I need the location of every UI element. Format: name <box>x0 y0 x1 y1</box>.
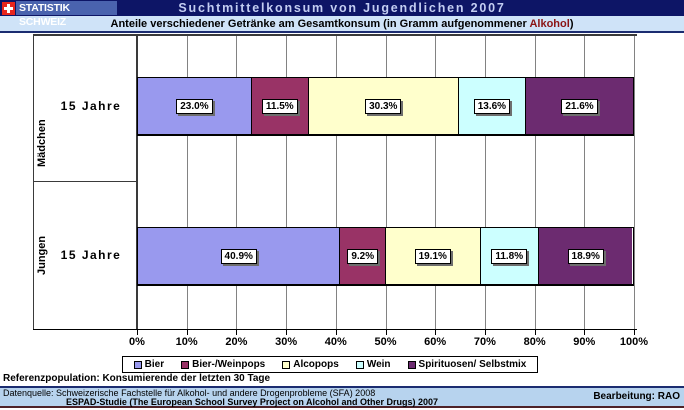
header-bar: Suchtmittelkonsum von Jugendlichen 2007 … <box>0 0 684 28</box>
gridline-0% <box>136 36 138 329</box>
subtitle-suffix: ) <box>569 18 574 30</box>
tick-label-100%: 100% <box>619 336 649 348</box>
stacked-bar-mädchen: 23.0% 11.5% 30.3% 13.6% 21.6% <box>137 77 634 136</box>
gridline-50% <box>385 36 387 329</box>
gridline-40% <box>335 36 337 329</box>
editor-credit: Bearbeitung: RAO <box>593 391 680 402</box>
group-label-maedchen-age: 15 Jahre <box>60 99 122 113</box>
tick-90% <box>584 330 586 335</box>
bar-segment-jungen-bier-weinpops: 9.2% <box>340 228 386 284</box>
data-source-line1: Datenquelle: Schweizerische Fachstelle f… <box>3 388 376 398</box>
legend-label: Bier-/Weinpops <box>192 359 266 370</box>
gridline-80% <box>534 36 536 329</box>
value-label: 30.3% <box>365 98 402 114</box>
value-label: 23.0% <box>176 98 213 114</box>
group-label-jungen-age: 15 Jahre <box>60 248 122 262</box>
value-label: 13.6% <box>473 98 511 114</box>
tick-label-80%: 80% <box>523 336 546 348</box>
gridline-10% <box>186 36 188 329</box>
tick-70% <box>484 330 486 335</box>
legend-item-alcopops: Alcopops <box>282 359 339 370</box>
tick-label-20%: 20% <box>225 336 248 348</box>
category-label-jungen: Jungen <box>36 235 48 275</box>
tick-label-50%: 50% <box>374 336 397 348</box>
stacked-bar-jungen: 40.9% 9.2% 19.1% 11.8% 18.9% <box>137 227 634 286</box>
x-axis-ticks <box>137 330 635 335</box>
legend-swatch-icon <box>181 360 190 369</box>
page-title: Suchtmittelkonsum von Jugendlichen 2007 <box>178 1 506 15</box>
value-label: 21.6% <box>561 98 598 114</box>
tick-label-10%: 10% <box>175 336 198 348</box>
legend-swatch-icon <box>355 360 364 369</box>
bar-segment-jungen-alcopops: 19.1% <box>385 228 481 284</box>
x-axis-tick-labels: 0% 10% 20% 30% 40% 50% 60% 70% 80% 90% 100% <box>129 336 648 350</box>
bar-segment-mädchen-bier: 23.0% <box>138 78 252 134</box>
gridline-30% <box>286 36 288 329</box>
tick-label-40%: 40% <box>324 336 347 348</box>
value-label: 19.1% <box>414 248 451 264</box>
footer-bar: Datenquelle: Schweizerische Fachstelle f… <box>0 386 684 408</box>
swiss-flag-icon <box>2 1 15 15</box>
bar-segment-jungen-bier: 40.9% <box>138 228 341 284</box>
legend-item-bier: Bier <box>133 359 165 370</box>
tick-label-60%: 60% <box>424 336 447 348</box>
statistik-schweiz-logo: STATISTIK SCHWEIZ <box>0 0 117 28</box>
tick-50% <box>385 330 387 335</box>
tick-label-70%: 70% <box>473 336 496 348</box>
bar-segment-mädchen-bier-weinpops: 11.5% <box>251 78 309 134</box>
reference-population-note: Referenzpopulation: Konsumierende der le… <box>0 373 684 386</box>
legend-swatch-icon <box>407 360 416 369</box>
tick-label-0%: 0% <box>129 336 145 348</box>
value-label: 18.9% <box>567 248 604 264</box>
tick-80% <box>534 330 536 335</box>
tick-label-90%: 90% <box>573 336 596 348</box>
legend-label: Wein <box>366 359 391 370</box>
legend-item-bier-weinpops: Bier-/Weinpops <box>181 359 265 370</box>
tick-60% <box>435 330 437 335</box>
bar-segment-mädchen-wein: 13.6% <box>458 78 527 134</box>
value-label: 11.8% <box>491 248 528 264</box>
gridline-90% <box>584 36 586 329</box>
tick-40% <box>335 330 337 335</box>
tick-30% <box>286 330 288 335</box>
legend-label: Spirituosen/ Selbstmix <box>418 359 527 370</box>
chart-region: Mädchen 15 Jahre Jungen 15 Jahre 23.0% 11… <box>0 33 684 373</box>
legend-label: Bier <box>144 359 165 370</box>
gridline-60% <box>435 36 437 329</box>
logo-text: STATISTIK SCHWEIZ <box>16 1 117 28</box>
gridline-100% <box>634 36 635 329</box>
tick-20% <box>236 330 238 335</box>
chart-frame-top <box>33 34 637 36</box>
y-axis-line <box>33 34 34 330</box>
tick-100% <box>634 330 635 335</box>
chart-legend: Bier Bier-/Weinpops Alcopops Wein Spirituose… <box>122 356 538 373</box>
bar-segment-mädchen-alcopops: 30.3% <box>308 78 459 134</box>
gridline-70% <box>484 36 486 329</box>
plot-area: 23.0% 11.5% 30.3% 13.6% 21.6% 40.9% 9.2% 19.1% 1… <box>136 36 635 329</box>
tick-label-30%: 30% <box>275 336 298 348</box>
legend-label: Alcopops <box>293 359 339 370</box>
value-label: 40.9% <box>220 248 257 264</box>
legend-swatch-icon <box>282 360 291 369</box>
legend-swatch-icon <box>133 360 142 369</box>
legend-item-spirituosen-selbstmix: Spirituosen/ Selbstmix <box>407 359 527 370</box>
bar-segment-mädchen-spirituosen-selbstmix: 21.6% <box>526 78 633 134</box>
subtitle-highlight: Alkohol <box>529 18 570 30</box>
tick-0% <box>137 330 138 335</box>
subtitle-prefix: Anteile verschiedener Getränke am Gesamt… <box>110 18 530 30</box>
chart-subtitle: Anteile verschiedener Getränke am Gesamt… <box>0 16 684 33</box>
legend-item-wein: Wein <box>355 359 391 370</box>
category-label-maedchen: Mädchen <box>36 119 48 167</box>
bar-segment-jungen-wein: 11.8% <box>480 228 539 284</box>
gridline-20% <box>236 36 238 329</box>
x-axis-line <box>33 329 637 330</box>
category-separator-line <box>33 181 137 182</box>
value-label: 11.5% <box>261 98 298 114</box>
bar-segment-jungen-spirituosen-selbstmix: 18.9% <box>538 228 633 284</box>
tick-10% <box>186 330 188 335</box>
data-source-line2: ESPAD-Studie (The European School Survey… <box>66 397 439 407</box>
value-label: 9.2% <box>347 248 379 264</box>
